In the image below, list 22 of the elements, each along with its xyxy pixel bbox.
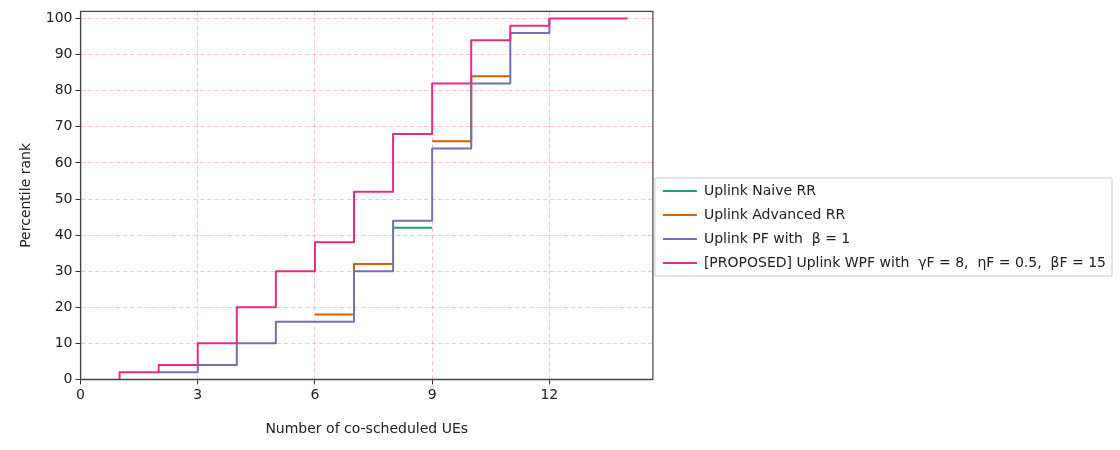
- legend-label: Uplink Advanced RR: [703, 205, 846, 222]
- x-tick-label: 6: [310, 386, 320, 403]
- y-tick-label: 60: [54, 153, 73, 170]
- x-tick-label: 12: [540, 386, 559, 403]
- y-axis-title: Percentile rank: [17, 142, 34, 248]
- y-tick-label: 100: [45, 9, 73, 26]
- y-tick-label: 50: [54, 189, 73, 206]
- legend-label: Uplink Naive RR: [703, 181, 817, 198]
- y-tick-label: 80: [54, 81, 73, 98]
- y-tick-label: 90: [54, 45, 73, 62]
- x-axis-title: Number of co-scheduled UEs: [265, 420, 469, 437]
- x-tick-label: 0: [76, 386, 85, 403]
- y-tick-label: 0: [63, 370, 73, 387]
- y-tick-label: 70: [54, 117, 73, 134]
- y-tick-label: 20: [54, 297, 73, 314]
- x-tick-label: 3: [193, 386, 203, 403]
- legend-label: Uplink PF with β = 1: [703, 229, 851, 246]
- y-tick-label: 10: [54, 333, 73, 350]
- legend-label: [PROPOSED] Uplink WPF with γF = 8, ηF = 0.5, βF = 15: [703, 253, 1107, 270]
- y-tick-label: 30: [54, 261, 73, 278]
- y-tick-label: 40: [54, 225, 73, 242]
- x-tick-label: 9: [427, 386, 437, 403]
